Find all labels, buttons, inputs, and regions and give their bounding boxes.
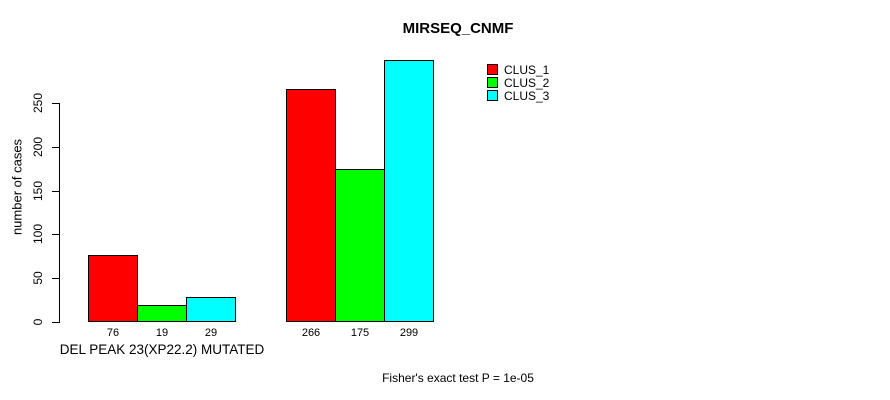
x-axis-group-label: DEL PEAK 23(XP22.2) MUTATED <box>59 342 265 357</box>
bar-clus_2-group-2 <box>335 169 385 322</box>
legend: CLUS_1 CLUS_2 CLUS_3 <box>487 62 550 103</box>
bar-clus_2-group-1 <box>137 305 187 322</box>
legend-swatch-clus_2 <box>487 77 498 88</box>
y-axis-label: number of cases <box>9 138 25 236</box>
y-tick-mark-100 <box>52 234 59 236</box>
bar-value-label-clus_2-group-1: 19 <box>155 327 169 339</box>
y-tick-mark-200 <box>52 146 59 148</box>
bar-value-label-clus_3-group-2: 299 <box>399 327 419 339</box>
bar-clus_3-group-1 <box>186 297 236 322</box>
bar-clus_1-group-2 <box>286 89 336 322</box>
legend-label-clus_3: CLUS_3 <box>504 88 550 103</box>
chart-title: MIRSEQ_CNMF <box>402 20 514 37</box>
bar-value-label-clus_3-group-1: 29 <box>204 327 218 339</box>
legend-swatch-clus_3 <box>487 90 498 101</box>
y-tick-mark-150 <box>52 190 59 192</box>
y-tick-mark-50 <box>52 278 59 280</box>
legend-item-clus_3: CLUS_3 <box>487 88 550 103</box>
legend-item-clus_1: CLUS_1 <box>487 62 550 77</box>
legend-label-clus_2: CLUS_2 <box>504 75 550 90</box>
bar-value-label-clus_1-group-2: 266 <box>301 327 321 339</box>
legend-swatch-clus_1 <box>487 64 498 75</box>
y-tick-label-100: 100 <box>31 224 45 245</box>
bar-value-label-clus_2-group-2: 175 <box>350 327 370 339</box>
y-tick-label-250: 250 <box>31 92 45 114</box>
y-tick-label-150: 150 <box>31 180 45 201</box>
y-tick-label-50: 50 <box>31 271 45 285</box>
y-tick-label-200: 200 <box>31 136 45 157</box>
bar-clus_3-group-2 <box>384 60 434 322</box>
y-tick-label-0: 0 <box>31 318 45 326</box>
bar-value-label-clus_1-group-1: 76 <box>106 327 120 339</box>
y-axis-line <box>59 103 60 323</box>
y-tick-mark-250 <box>52 103 59 104</box>
fisher-test-annotation: Fisher's exact test P = 1e-05 <box>382 371 534 385</box>
y-tick-mark-0 <box>52 322 59 323</box>
bar-clus_1-group-1 <box>88 255 138 322</box>
legend-item-clus_2: CLUS_2 <box>487 75 550 90</box>
legend-label-clus_1: CLUS_1 <box>504 62 550 77</box>
